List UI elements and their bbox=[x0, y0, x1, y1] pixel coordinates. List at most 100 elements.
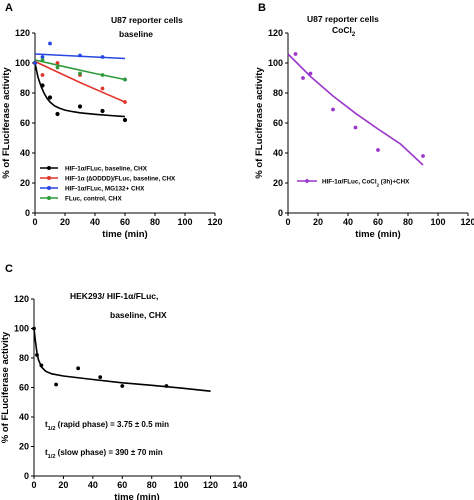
legend-entry: HIF-1α (∆ODDD)/FLuc, baseline, CHX bbox=[65, 175, 176, 182]
y-tick-label: 80 bbox=[273, 88, 283, 98]
x-axis-label: time (min) bbox=[355, 229, 400, 240]
y-tick-label: 100 bbox=[14, 324, 29, 334]
data-point bbox=[308, 71, 313, 76]
panel-letter: C bbox=[5, 263, 13, 275]
y-tick-label: 120 bbox=[14, 294, 29, 304]
annotation-line: U87 reporter cells bbox=[111, 15, 183, 25]
data-point bbox=[55, 61, 60, 65]
y-axis-label: % of FLuciferase activity bbox=[254, 67, 265, 179]
x-tick-label: 40 bbox=[90, 217, 100, 227]
panel-a: A 0 20 40 60 80 100 120 0 20 40 60 80 100 120 time (min… bbox=[1, 2, 223, 240]
y-tick-label: 0 bbox=[278, 208, 283, 218]
data-point bbox=[98, 375, 103, 380]
data-point bbox=[123, 77, 127, 82]
data-point bbox=[33, 61, 37, 65]
legend-entry: HIF-1α/FLuc, CoCl2 (3h)+CHX bbox=[322, 179, 410, 188]
data-point bbox=[301, 76, 305, 80]
x-tick-label: 0 bbox=[31, 480, 36, 490]
data-point bbox=[40, 55, 45, 59]
x-tick-label: 80 bbox=[147, 480, 157, 490]
y-tick-label: 20 bbox=[20, 178, 30, 188]
data-point bbox=[76, 366, 81, 371]
x-tick-label: 120 bbox=[203, 480, 218, 490]
annotation-line: HEK293/ HIF-1α/FLuc, bbox=[70, 291, 158, 301]
legend-marker bbox=[47, 186, 51, 190]
x-tick-label: 20 bbox=[313, 217, 323, 227]
data-point bbox=[100, 108, 105, 114]
data-point bbox=[331, 107, 335, 112]
legend-box bbox=[36, 162, 210, 205]
data-point bbox=[77, 104, 83, 109]
data-point bbox=[32, 326, 36, 331]
y-tick-label: 80 bbox=[20, 88, 30, 98]
data-point bbox=[164, 384, 169, 388]
y-tick-label: 20 bbox=[273, 178, 283, 188]
x-tick-label: 80 bbox=[403, 217, 413, 227]
x-tick-label: 60 bbox=[373, 217, 383, 227]
legend-marker bbox=[47, 176, 51, 180]
legend-entry: FLuc, control, CHX bbox=[65, 195, 122, 202]
data-point bbox=[293, 52, 298, 56]
y-axis-label: % of FLuciferase activity bbox=[0, 331, 11, 443]
x-tick-label: 20 bbox=[60, 217, 70, 227]
panel-c: C 0 20 40 60 80 100 120 140 0 20 40 60 80 100 120 time (… bbox=[0, 263, 248, 500]
data-point bbox=[39, 363, 44, 368]
x-tick-label: 80 bbox=[150, 217, 160, 227]
data-point bbox=[100, 86, 105, 91]
y-tick-label: 80 bbox=[19, 353, 29, 363]
panel-letter: A bbox=[5, 2, 13, 14]
legend-marker bbox=[47, 166, 51, 170]
y-tick-label: 100 bbox=[15, 58, 30, 68]
x-tick-label: 100 bbox=[177, 217, 192, 227]
x-tick-label: 60 bbox=[117, 480, 127, 490]
data-point bbox=[40, 73, 45, 77]
data-point bbox=[100, 55, 105, 59]
y-tick-label: 120 bbox=[268, 28, 283, 38]
x-tick-label: 120 bbox=[207, 217, 222, 227]
y-axis-label: % of FLuciferase activity bbox=[1, 67, 12, 179]
series-fit-line bbox=[34, 59, 126, 81]
data-point bbox=[54, 382, 58, 387]
legend-entry: HIF-1α/FLuc, MG132+ CHX bbox=[65, 185, 145, 192]
data-point bbox=[78, 71, 82, 76]
x-tick-label: 40 bbox=[88, 480, 98, 490]
x-tick-label: 0 bbox=[32, 217, 37, 227]
annotation-line: baseline, CHX bbox=[110, 310, 167, 320]
y-tick-label: 60 bbox=[19, 383, 29, 393]
annotation-cocl2: CoCl2 bbox=[332, 25, 356, 38]
x-tick-label: 20 bbox=[58, 480, 68, 490]
data-point bbox=[47, 95, 53, 100]
data-point bbox=[421, 154, 425, 158]
data-point bbox=[55, 111, 60, 117]
half-life-stat: t1/2 (slow phase) = 390 ± 70 min bbox=[45, 448, 163, 460]
y-tick-label: 100 bbox=[268, 58, 283, 68]
legend-marker bbox=[47, 196, 51, 200]
x-tick-label: 120 bbox=[460, 217, 474, 227]
half-life-stat: t1/2 (rapid phase) = 3.75 ± 0.5 min bbox=[45, 420, 169, 432]
y-tick-label: 20 bbox=[19, 442, 29, 452]
annotation-line: U87 reporter cells bbox=[307, 14, 379, 24]
legend-marker bbox=[304, 178, 310, 184]
data-point bbox=[122, 117, 128, 123]
data-point bbox=[35, 353, 39, 357]
y-tick-label: 60 bbox=[20, 118, 30, 128]
x-axis-label: time (min) bbox=[114, 492, 159, 500]
x-tick-label: 60 bbox=[120, 217, 130, 227]
series-fit-line bbox=[34, 60, 126, 103]
data-point bbox=[123, 100, 127, 104]
data-point bbox=[100, 73, 105, 77]
annotation-line: baseline bbox=[119, 29, 153, 39]
y-tick-label: 40 bbox=[273, 148, 283, 158]
series-fit-line bbox=[287, 53, 424, 166]
x-tick-label: 140 bbox=[232, 480, 247, 490]
x-tick-label: 100 bbox=[430, 217, 445, 227]
y-tick-label: 0 bbox=[25, 208, 30, 218]
data-point bbox=[353, 125, 358, 130]
legend-entry: HIF-1α/FLuc, baseline, CHX bbox=[65, 165, 148, 172]
data-point bbox=[120, 384, 125, 388]
panel-letter: B bbox=[258, 2, 266, 14]
panel-b: B 0 20 40 60 80 100 120 0 20 40 60 80 100 120 time (min… bbox=[254, 2, 474, 240]
y-tick-label: 0 bbox=[24, 471, 29, 481]
y-tick-label: 40 bbox=[20, 148, 30, 158]
